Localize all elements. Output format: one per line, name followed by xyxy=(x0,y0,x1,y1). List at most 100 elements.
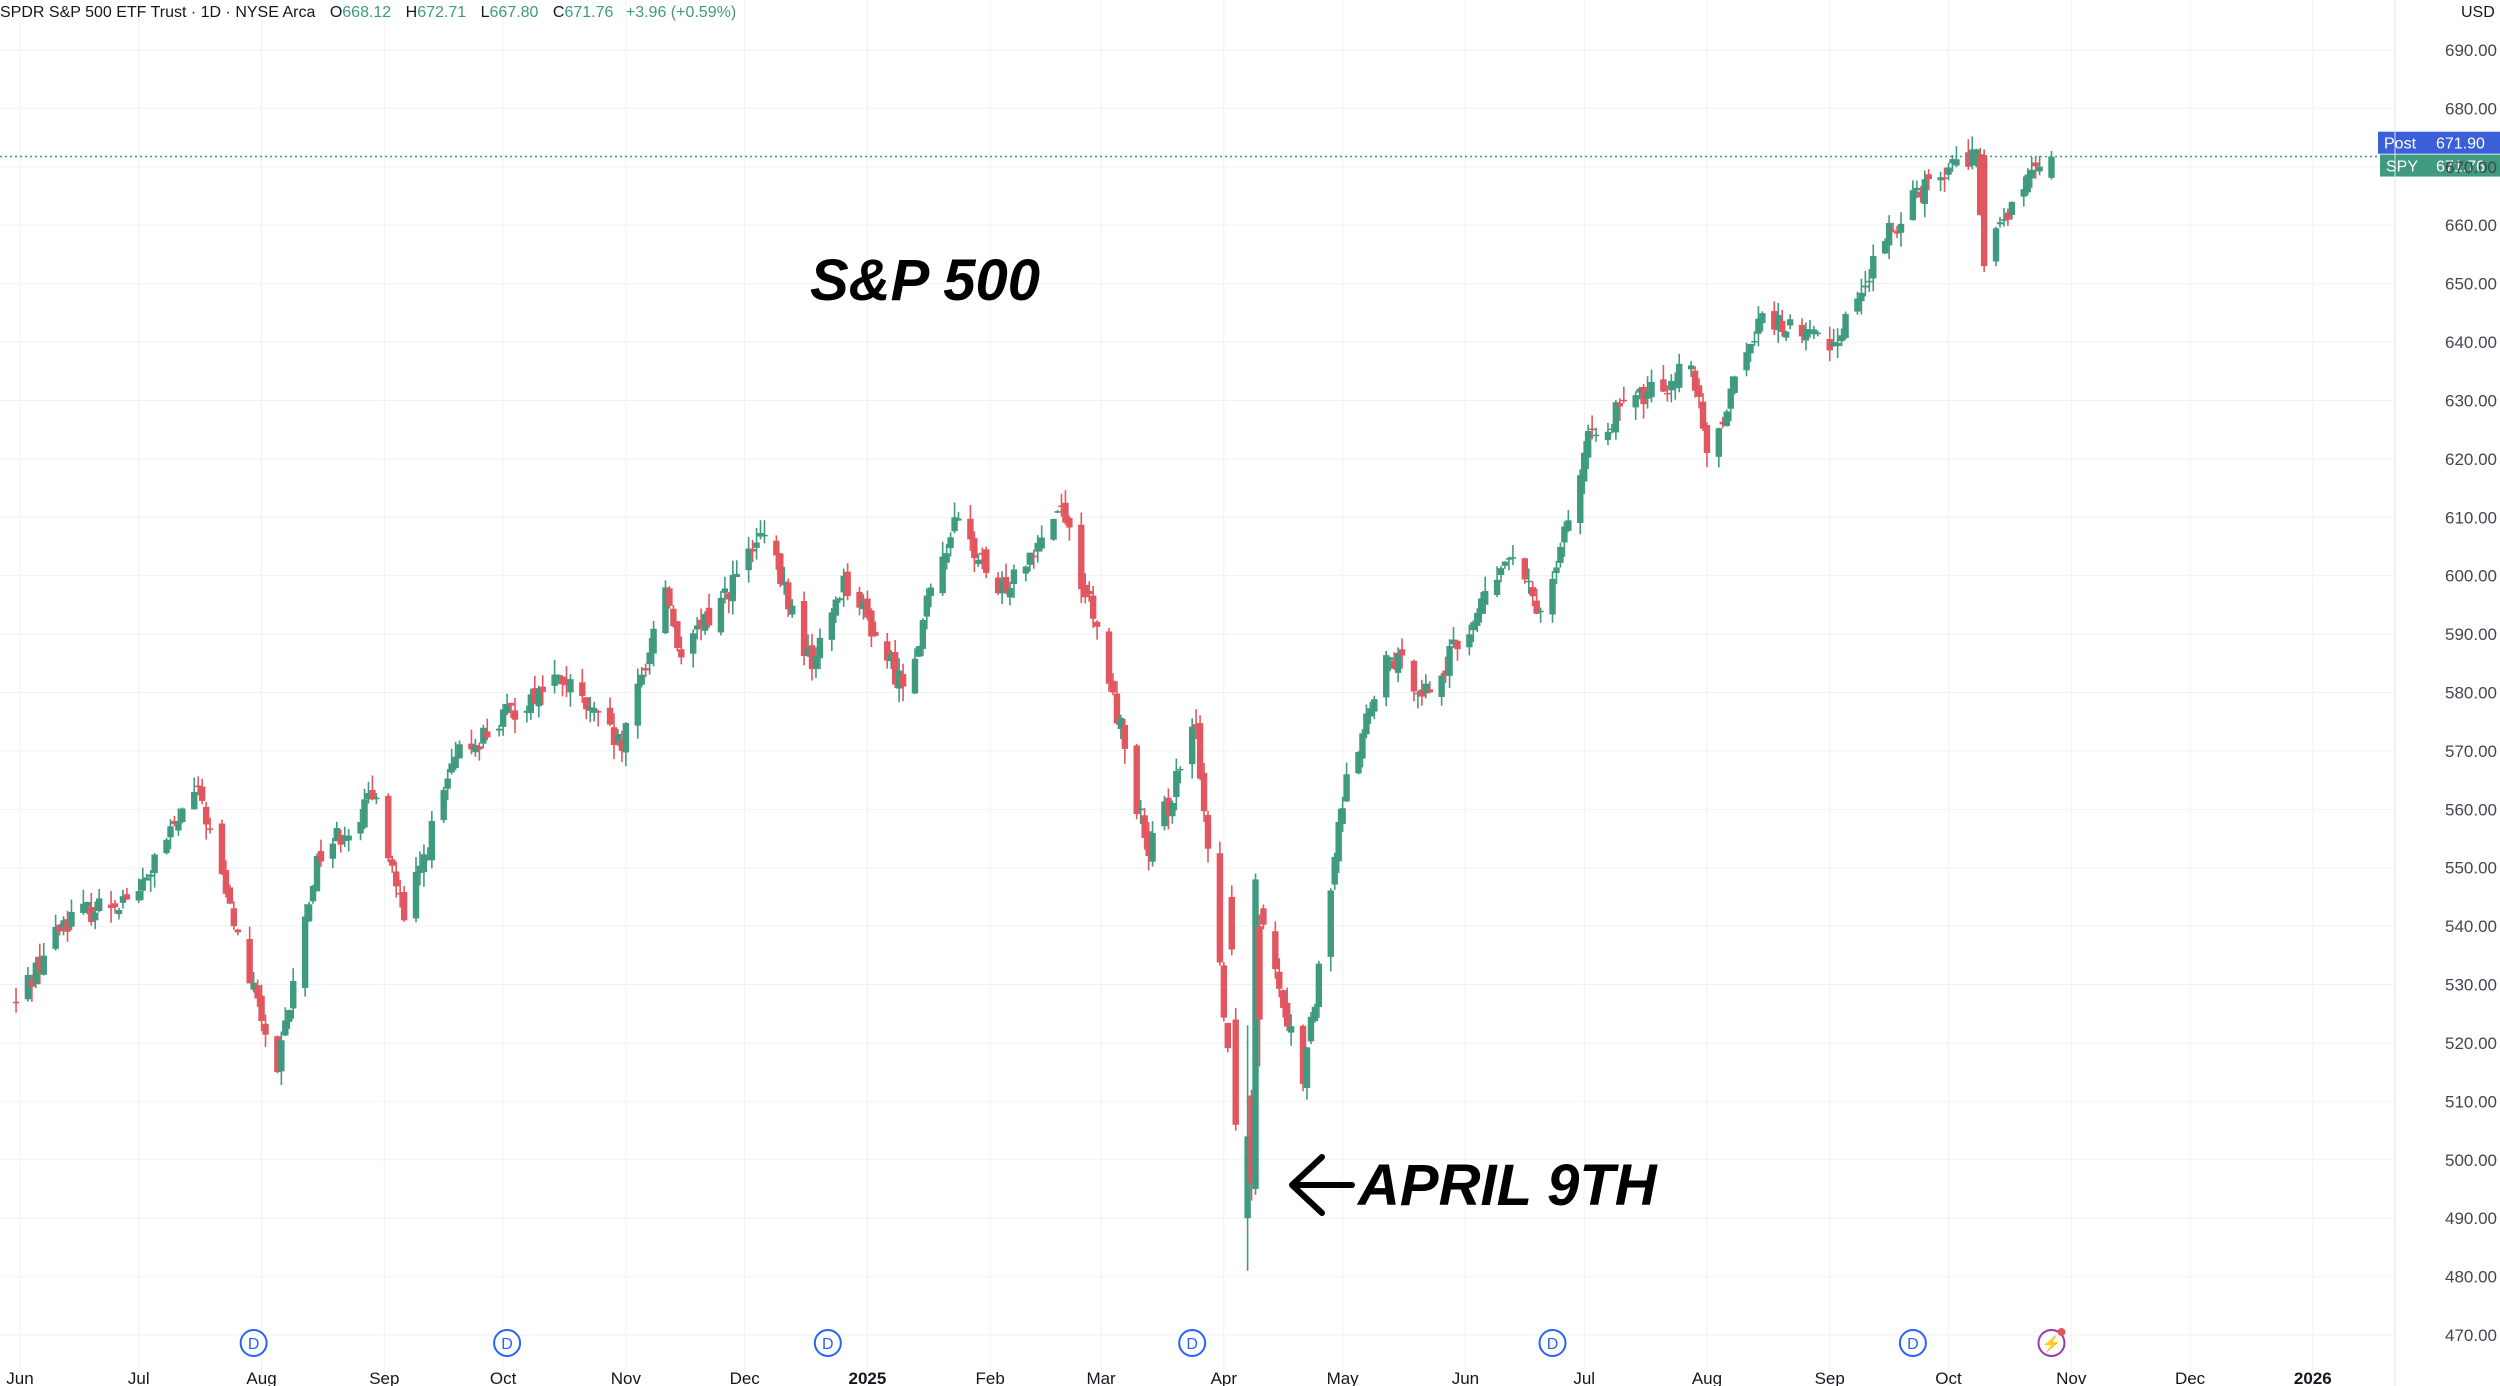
candle-body xyxy=(111,903,119,908)
candle-up xyxy=(503,693,511,716)
candle-up xyxy=(1751,331,1758,346)
marker-label: D xyxy=(248,1336,260,1353)
candle-body xyxy=(1216,853,1224,963)
candle-up xyxy=(1842,311,1849,340)
candle-body xyxy=(60,920,67,928)
x-tick-label: Aug xyxy=(246,1369,276,1386)
candle-body xyxy=(107,904,115,908)
candle-up xyxy=(1945,162,1952,181)
candle-up xyxy=(1676,353,1683,393)
candle-body xyxy=(1676,363,1683,388)
candle-up xyxy=(1584,424,1592,470)
candle-up xyxy=(1992,226,2000,267)
candle-body xyxy=(757,532,764,537)
candle-down xyxy=(1980,149,1988,272)
y-tick-label: 620.00 xyxy=(2445,450,2497,469)
candle-body xyxy=(1616,402,1624,407)
candle-down xyxy=(670,605,677,628)
dividend-marker-icon[interactable]: D xyxy=(1898,1329,1927,1357)
candle-down xyxy=(899,663,907,702)
candle-body xyxy=(147,874,154,877)
candle-down xyxy=(773,535,780,570)
candle-body xyxy=(1307,1016,1315,1042)
spy-price-tag: SPY 671.76 xyxy=(2380,154,2500,177)
dividend-marker-icon[interactable]: D xyxy=(1538,1329,1567,1357)
candle-body xyxy=(456,744,463,759)
candle-body xyxy=(1771,311,1778,330)
marker-label: D xyxy=(501,1336,513,1353)
time-axis[interactable]: Jun Jul Aug Sep Oct Nov Dec 2025 Feb Mar Apr May Jun… xyxy=(6,1369,2331,1386)
candle-down xyxy=(1889,222,1897,233)
candle-body xyxy=(412,871,420,919)
y-tick-label: 470.00 xyxy=(2445,1326,2497,1345)
candle-body xyxy=(222,870,230,894)
candle-body xyxy=(591,708,598,713)
candle-body xyxy=(943,553,950,563)
dividend-marker-icon[interactable]: D xyxy=(813,1329,842,1357)
y-tick-label: 560.00 xyxy=(2445,800,2497,819)
candle-body xyxy=(1802,329,1810,341)
price-axis[interactable]: 470.00 480.00 490.00 500.00 510.00 520.00 530.… xyxy=(2394,0,2497,1386)
candle-down xyxy=(1133,743,1140,820)
candle-up xyxy=(2024,168,2031,196)
spy-tag-value: 671.76 xyxy=(2436,159,2485,176)
candle-body xyxy=(1248,1095,1255,1184)
candle-up xyxy=(424,847,432,861)
dividend-marker-icon[interactable]: D xyxy=(493,1329,522,1357)
candle-up xyxy=(1307,1012,1315,1044)
candle-body xyxy=(32,962,40,985)
candle-down xyxy=(705,593,713,629)
open-label: O xyxy=(330,4,342,21)
candle-down xyxy=(563,666,570,698)
dividend-marker-icon[interactable]: D xyxy=(239,1329,268,1357)
candle-down xyxy=(389,855,396,873)
candle-up xyxy=(1501,561,1509,569)
candle-down xyxy=(507,702,515,719)
candle-up xyxy=(1022,565,1030,582)
candle-up xyxy=(1810,325,1818,340)
candle-body xyxy=(1719,421,1726,425)
currency-label[interactable]: USD xyxy=(2461,4,2495,21)
candle-body xyxy=(24,974,32,1000)
candle-up xyxy=(119,889,127,909)
candle-up xyxy=(947,532,954,557)
candle-body xyxy=(1133,745,1140,814)
candle-up xyxy=(757,520,764,540)
dividend-marker-icon[interactable]: D xyxy=(1178,1329,1207,1357)
candle-body xyxy=(606,707,614,725)
earnings-marker-icon[interactable]: ⚡ xyxy=(2037,1328,2066,1357)
candle-down xyxy=(198,778,206,805)
candle-body xyxy=(1525,580,1532,583)
candle-body xyxy=(167,826,174,838)
candle-up xyxy=(1782,330,1790,341)
candle-body xyxy=(705,607,713,626)
candle-up xyxy=(1252,873,1259,1195)
candle-body xyxy=(333,828,340,842)
april-9th-annotation: APRIL 9TH xyxy=(1356,1153,1658,1218)
candle-down xyxy=(1216,841,1224,966)
candle-body xyxy=(523,710,531,713)
marker-label: D xyxy=(1186,1336,1198,1353)
marker-label: ⚡ xyxy=(2042,1334,2062,1353)
candle-body xyxy=(1588,428,1596,431)
y-tick-label: 650.00 xyxy=(2445,275,2497,294)
candle-body xyxy=(1394,652,1402,673)
candle-up xyxy=(717,590,725,636)
candle-body xyxy=(951,517,958,532)
candle-down xyxy=(1695,378,1703,409)
candle-up xyxy=(701,611,709,635)
candlestick-series xyxy=(12,136,2055,1271)
candle-down xyxy=(606,697,614,726)
candle-body xyxy=(1917,191,1924,198)
candle-up xyxy=(836,596,843,603)
candle-up xyxy=(143,873,150,881)
candle-up xyxy=(135,878,142,904)
candle-down xyxy=(226,884,234,905)
candle-body xyxy=(808,645,816,670)
candle-body xyxy=(872,631,879,636)
candle-body xyxy=(1731,376,1738,393)
candle-up xyxy=(721,576,729,604)
candle-up xyxy=(191,777,198,810)
